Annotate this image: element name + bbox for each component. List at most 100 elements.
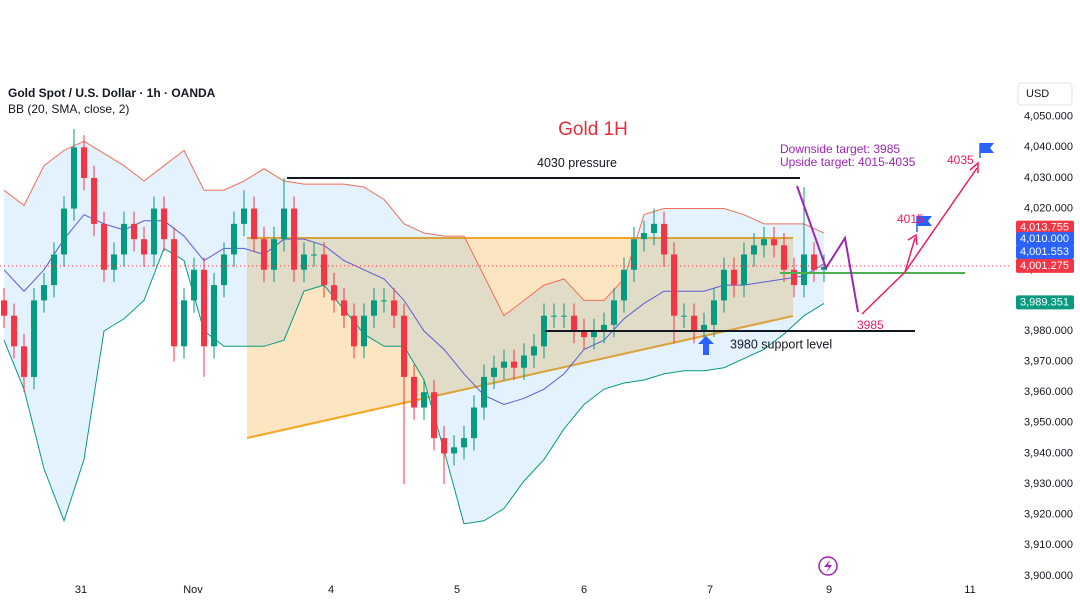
target-label: 4035	[947, 153, 974, 167]
y-tick-label: 4,050.000	[1024, 111, 1073, 123]
x-tick-label: 7	[707, 584, 713, 596]
price-tag-label: 3,989.351	[1020, 296, 1069, 308]
indicator-label: BB (20, SMA, close, 2)	[8, 102, 129, 116]
candle-body	[471, 407, 477, 439]
currency: USD	[1026, 88, 1049, 100]
candle-body	[271, 239, 277, 270]
candle-body	[611, 300, 617, 325]
band-lower	[3, 247, 825, 525]
candle-body	[121, 223, 127, 255]
flag	[917, 216, 932, 226]
candle-body	[511, 361, 517, 368]
y-tick-label: 4,030.000	[1024, 172, 1073, 184]
target-label: 3985	[857, 318, 884, 332]
candle-body	[461, 438, 467, 448]
candle-body	[561, 315, 567, 317]
price-tag	[1016, 258, 1074, 273]
candle-body	[721, 269, 727, 301]
candle-body	[391, 300, 397, 316]
candle-body	[341, 300, 347, 316]
candle-body	[701, 324, 707, 331]
annotation-title: Gold 1H	[558, 119, 628, 140]
x-tick-label: Nov	[183, 584, 203, 596]
band-upper	[3, 140, 825, 317]
candle-body	[421, 392, 427, 408]
event-icon[interactable]	[818, 556, 838, 576]
candle-body	[441, 438, 447, 454]
candle-body	[411, 376, 417, 408]
candle-body	[481, 376, 487, 408]
candle-body	[221, 254, 227, 286]
candle-body	[711, 300, 717, 325]
target-text: Downside target: 3985	[780, 142, 900, 156]
candle-body	[21, 346, 27, 377]
candle-body	[541, 315, 547, 347]
event-icon-bolt	[824, 560, 832, 573]
support-arrow	[698, 336, 714, 355]
price-tag	[1016, 220, 1074, 235]
candle-body	[681, 315, 687, 317]
candle-body	[601, 324, 607, 331]
y-tick-label: 3,940.000	[1024, 447, 1073, 459]
candle-body	[371, 300, 377, 316]
candle-body	[201, 269, 207, 347]
candle-body	[31, 300, 37, 377]
price-tag-label: 4,013.755	[1020, 222, 1069, 234]
projections	[698, 143, 994, 576]
candle-body	[651, 223, 657, 234]
y-tick-label: 3,970.000	[1024, 356, 1073, 368]
candle-body	[691, 315, 697, 331]
band-fill	[4, 141, 824, 524]
candle-body	[621, 269, 627, 301]
arrow-head	[907, 233, 918, 246]
y-tick-label: 3,920.000	[1024, 509, 1073, 521]
candle-body	[281, 208, 287, 240]
currency-box[interactable]	[1017, 82, 1073, 106]
candle-body	[661, 223, 667, 255]
candle-body	[51, 254, 57, 286]
candle-body	[311, 254, 317, 256]
candle-body	[61, 208, 67, 255]
x-tick-label: 5	[454, 584, 460, 596]
candle-body	[631, 239, 637, 270]
candle-body	[571, 315, 577, 331]
candle-body	[151, 208, 157, 255]
candle-body	[671, 254, 677, 316]
candle-body	[11, 315, 17, 347]
candle-body	[731, 269, 737, 286]
candle-body	[451, 447, 457, 454]
candle-body	[191, 269, 197, 301]
x-tick-label: 11	[964, 584, 975, 596]
candle-body	[801, 254, 807, 286]
candle-body	[551, 315, 557, 317]
level-label: 3980 support level	[730, 337, 832, 351]
candle-body	[291, 208, 297, 270]
candle-body	[521, 355, 527, 368]
y-tick-label: 4,040.000	[1024, 141, 1073, 153]
price-tag	[1016, 232, 1074, 247]
candle-body	[161, 208, 167, 240]
flag	[980, 143, 994, 153]
candle-body	[241, 208, 247, 224]
x-tick-label: 6	[581, 584, 587, 596]
target-label: 4015	[897, 212, 924, 226]
price-tag-label: 4,001.275	[1020, 260, 1069, 272]
candle-body	[321, 254, 327, 286]
target-text: Upside target: 4015-4035	[780, 155, 916, 169]
candle-body	[751, 245, 757, 255]
candle-body	[641, 233, 647, 240]
candle-body	[351, 315, 357, 347]
candle-body	[111, 254, 117, 270]
candle-body	[431, 392, 437, 439]
price-tag	[1016, 245, 1074, 260]
y-tick-label: 3,950.000	[1024, 417, 1073, 429]
candle-body	[501, 361, 507, 368]
price-tag-label: 4,001.553	[1020, 246, 1069, 258]
level-label: 4030 pressure	[537, 156, 617, 170]
chart-title: Gold Spot / U.S. Dollar · 1h · OANDA	[8, 86, 216, 100]
x-tick-label: 4	[328, 584, 334, 596]
arrow-head	[969, 161, 979, 173]
